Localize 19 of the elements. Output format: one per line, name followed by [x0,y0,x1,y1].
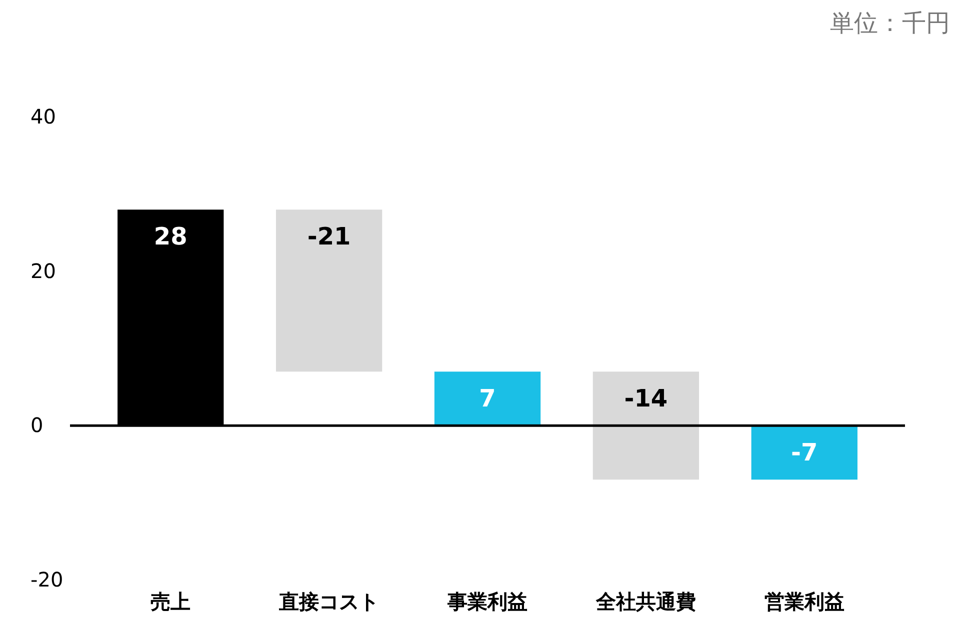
y-tick-label: 40 [30,104,56,128]
y-tick-label: 20 [30,258,56,283]
bar [592,372,700,480]
data-label: -21 [307,222,351,251]
x-tick-label: 売上 [150,590,191,614]
x-tick-label: 営業利益 [764,590,844,614]
text: 単位：千円 [830,9,950,37]
bar [751,426,858,480]
bar [276,210,382,372]
y-tick-label: 0 [30,413,44,438]
data-label: 7 [479,384,496,413]
x-tick-label: 直接コスト [278,590,380,614]
data-label: 28 [154,222,188,251]
data-label: -7 [791,438,818,467]
y-tick-label: -20 [30,568,64,592]
bar [434,372,541,426]
data-label: -14 [624,384,668,413]
x-tick-label: 全社共通費 [594,590,696,614]
x-tick-label: 事業利益 [446,590,528,614]
